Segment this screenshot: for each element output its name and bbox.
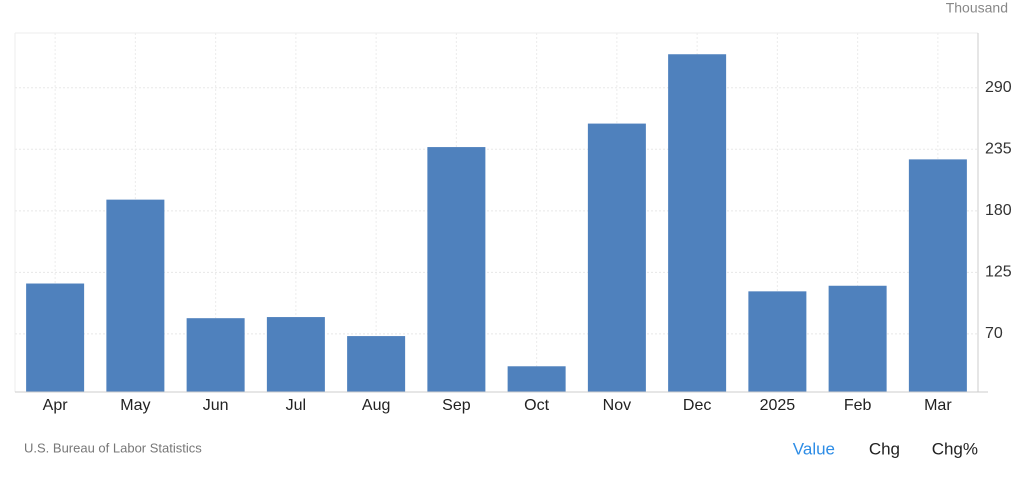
y-tick-label: 235	[985, 141, 1012, 158]
x-tick-label: Dec	[683, 397, 711, 414]
y-tick-label: 180	[985, 202, 1012, 219]
source: U.S. Bureau of Labor Statistics	[24, 440, 202, 455]
bar	[347, 336, 406, 392]
bar	[908, 159, 967, 392]
bar	[186, 318, 245, 392]
x-tick-label: May	[120, 397, 150, 414]
x-tick-label: Jul	[286, 397, 306, 414]
unit-label: Thousand	[946, 0, 1008, 16]
bar	[427, 147, 486, 392]
x-tick-label: Feb	[844, 397, 872, 414]
bar	[587, 123, 646, 393]
x-tick-label: 2025	[760, 397, 796, 414]
bar	[748, 291, 807, 392]
bar	[668, 54, 727, 393]
chg-pct-button[interactable]: Chg%	[932, 439, 978, 458]
x-tick-label: Jun	[203, 397, 229, 414]
value-button[interactable]: Value	[793, 439, 835, 458]
x-tick-label: Apr	[43, 397, 69, 414]
y-tick-label: 70	[985, 325, 1003, 342]
bar	[26, 283, 85, 392]
x-tick-label: Nov	[603, 397, 631, 414]
y-tick-label: 125	[985, 264, 1012, 281]
x-tick-label: Mar	[924, 397, 952, 414]
bar	[106, 199, 165, 392]
y-tick-label: 290	[985, 79, 1012, 96]
x-tick-label: Oct	[524, 397, 549, 414]
x-tick-label: Sep	[442, 397, 471, 414]
bar	[828, 285, 887, 392]
x-tick-label: Aug	[362, 397, 390, 414]
bar	[266, 317, 325, 392]
chg-button[interactable]: Chg	[869, 439, 900, 458]
bar	[507, 366, 566, 392]
